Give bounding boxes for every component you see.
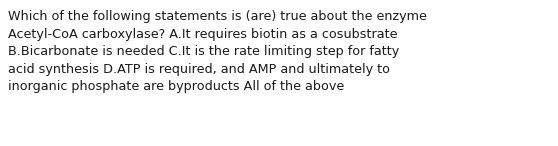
Text: Which of the following statements is (are) true about the enzyme
Acetyl-CoA carb: Which of the following statements is (ar… (8, 10, 427, 93)
